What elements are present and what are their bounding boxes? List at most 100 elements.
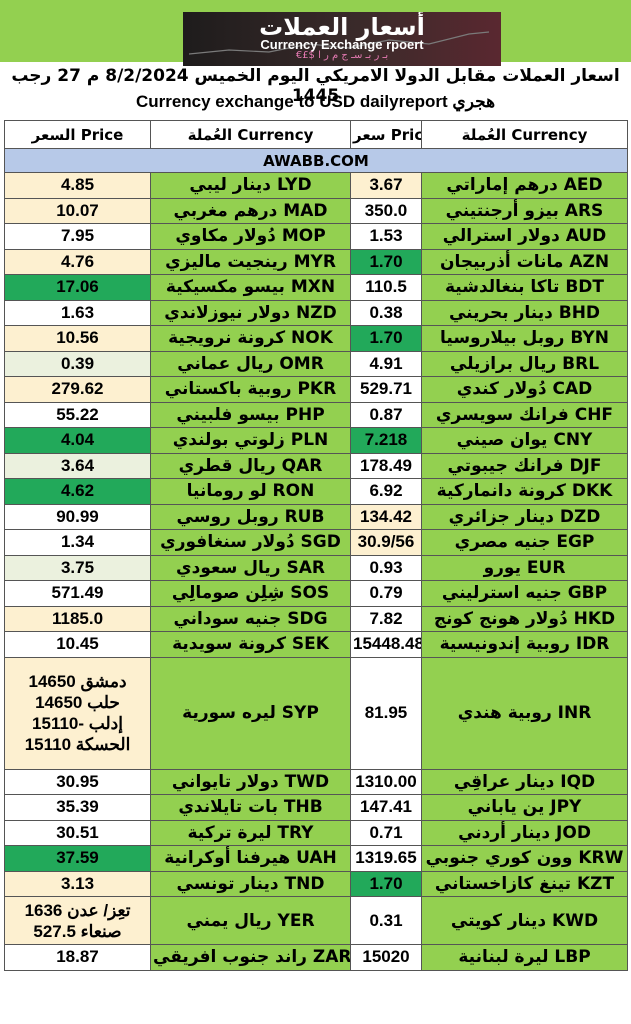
currency-left: ليره سورية SYP	[150, 656, 351, 770]
logo-subtitle: €£$ بـ ر بـ سـ ج م ر ا	[295, 50, 389, 61]
header-currency-left: العُملة Currency	[150, 120, 351, 149]
currency-right: روبية هندي INR	[421, 656, 628, 770]
price-left: 55.22	[4, 401, 151, 428]
table-row: 90.99 روبل روسي RUB 134.42 دينار جزائري DZD	[4, 503, 628, 530]
price-right: 134.42	[350, 503, 422, 530]
currency-right: كرونة دانماركية DKK	[421, 478, 628, 505]
currency-left: كرونة نرويجية NOK	[150, 325, 351, 352]
price-right: 3.67	[350, 172, 422, 199]
currency-left: جنيه سوداني SDG	[150, 605, 351, 632]
currency-left: دينار ليبي LYD	[150, 172, 351, 199]
price-right: 1310.00	[350, 768, 422, 795]
price-line: دمشق 14650	[28, 672, 127, 691]
price-right: 147.41	[350, 794, 422, 821]
price-left: 4.76	[4, 248, 151, 275]
table-row: 3.64 ريال قطري QAR 178.49 فرانك جيبوتي DJF	[4, 452, 628, 479]
table-row: 10.56 كرونة نرويجية NOK 1.70 روبل بيلاروسيا…	[4, 325, 628, 352]
price-left: 0.39	[4, 350, 151, 377]
currency-right: مانات أذربيجان AZN	[421, 248, 628, 275]
currency-right: دينار جزائري DZD	[421, 503, 628, 530]
table-row: 1.34 دُولار سنغافوري SGD 30.9/56 جنيه مصري …	[4, 529, 628, 556]
price-right: 7.82	[350, 605, 422, 632]
table-row: 30.95 دولار تايواني TWD 1310.00 دينار عراقِ…	[4, 768, 628, 795]
table-row: 4.04 زلوتي بولندي PLN 7.218 يوان صيني CNY	[4, 427, 628, 454]
price-line: الحسكة 15110	[24, 735, 131, 754]
price-right: 1.70	[350, 325, 422, 352]
header-price-left: السعر Price	[4, 120, 151, 149]
currency-left: دينار تونسي TND	[150, 870, 351, 897]
table-row: 4.76 رينجيت ماليزي MYR 1.70 مانات أذربيجان …	[4, 248, 628, 275]
currency-left: زلوتي بولندي PLN	[150, 427, 351, 454]
price-line: صنعاء 527.5	[33, 921, 122, 941]
price-left: 30.51	[4, 819, 151, 846]
exchange-table: السعر Price العُملة Currency سعر Price ا…	[4, 120, 628, 971]
site-row: AWABB.COM	[4, 148, 628, 173]
price-left: 571.49	[4, 580, 151, 607]
currency-left: ليرة تركية TRY	[150, 819, 351, 846]
currency-right: دُولار كندي CAD	[421, 376, 628, 403]
currency-left: روبية باكستاني PKR	[150, 376, 351, 403]
price-left: 1.34	[4, 529, 151, 556]
currency-right: يورو EUR	[421, 554, 628, 581]
currency-right: دينار كويتي KWD	[421, 896, 628, 945]
price-left: 10.07	[4, 197, 151, 224]
table-row: 4.62 لو رومانيا RON 6.92 كرونة دانماركية DK…	[4, 478, 628, 505]
price-left: 7.95	[4, 223, 151, 250]
currency-right: ليرة لبنانية LBP	[421, 944, 628, 971]
currency-right: يوان صيني CNY	[421, 427, 628, 454]
logo-title-en: Currency Exchange rpoert	[260, 37, 424, 52]
logo-banner: أسعار العملات Currency Exchange rpoert €…	[183, 12, 501, 66]
price-left: 10.56	[4, 325, 151, 352]
currency-right: ريال برازيلي BRL	[421, 350, 628, 377]
site-name: AWABB.COM	[4, 148, 628, 173]
currency-left: ريال عماني OMR	[150, 350, 351, 377]
price-left: 4.85	[4, 172, 151, 199]
price-right: 4.91	[350, 350, 422, 377]
table-row: 279.62 روبية باكستاني PKR 529.71 دُولار كند…	[4, 376, 628, 403]
price-right: 6.92	[350, 478, 422, 505]
price-left: 10.45	[4, 631, 151, 658]
price-line: حلب 14650	[35, 693, 120, 712]
currency-right: بيزو أرجنتيني ARS	[421, 197, 628, 224]
table-header-row: السعر Price العُملة Currency سعر Price ا…	[4, 120, 628, 149]
table-row: 1.63 دولار نيوزلاندي NZD 0.38 دينار بحريني …	[4, 299, 628, 326]
price-left: 4.04	[4, 427, 151, 454]
price-right: 7.218	[350, 427, 422, 454]
currency-left: هيرفنا أوكرانية UAH	[150, 845, 351, 872]
price-left: 4.62	[4, 478, 151, 505]
currency-left: دولار تايواني TWD	[150, 768, 351, 795]
currency-left: بيسو فلبيني PHP	[150, 401, 351, 428]
currency-left: دُولار سنغافوري SGD	[150, 529, 351, 556]
price-right: 350.0	[350, 197, 422, 224]
currency-left: شِلِن صومالِي SOS	[150, 580, 351, 607]
price-right: 0.71	[350, 819, 422, 846]
currency-right: جنيه مصري EGP	[421, 529, 628, 556]
price-right: 15020	[350, 944, 422, 971]
table-row: دمشق 14650 حلب 14650 إدلب -15110 الحسكة 151…	[4, 656, 628, 770]
table-row: 7.95 دُولار مكاوي MOP 1.53 دولار استرالي AU…	[4, 223, 628, 250]
table-row: 10.07 درهم مغربي MAD 350.0 بيزو أرجنتيني AR…	[4, 197, 628, 224]
price-right: 178.49	[350, 452, 422, 479]
price-right: 1319.65	[350, 845, 422, 872]
price-right: 0.31	[350, 896, 422, 945]
price-left: 30.95	[4, 768, 151, 795]
currency-right: دينار بحريني BHD	[421, 299, 628, 326]
currency-left: ريال قطري QAR	[150, 452, 351, 479]
price-right: 81.95	[350, 656, 422, 770]
price-right: 0.93	[350, 554, 422, 581]
table-row: 3.75 ريال سعودي SAR 0.93 يورو EUR	[4, 554, 628, 581]
currency-right: جنيه استرليني GBP	[421, 580, 628, 607]
currency-left: ريال يمني YER	[150, 896, 351, 945]
currency-right: وون كوري جنوبي KRW	[421, 845, 628, 872]
report-title-en: Currency exchange to USD dailyreport هجر…	[135, 92, 496, 111]
table-row: 35.39 بات تايلاندي THB 147.41 ين ياباني JPY	[4, 794, 628, 821]
price-right: 0.38	[350, 299, 422, 326]
currency-left: ريال سعودي SAR	[150, 554, 351, 581]
table-row: 30.51 ليرة تركية TRY 0.71 دينار أردني JOD	[4, 819, 628, 846]
currency-left: دُولار مكاوي MOP	[150, 223, 351, 250]
price-right: 529.71	[350, 376, 422, 403]
currency-right: تينغ كازاخستاني KZT	[421, 870, 628, 897]
price-left: 35.39	[4, 794, 151, 821]
price-left-multiline: تعِز/ عدن 1636 صنعاء 527.5	[4, 896, 151, 945]
table-row: 571.49 شِلِن صومالِي SOS 0.79 جنيه استرليني…	[4, 580, 628, 607]
